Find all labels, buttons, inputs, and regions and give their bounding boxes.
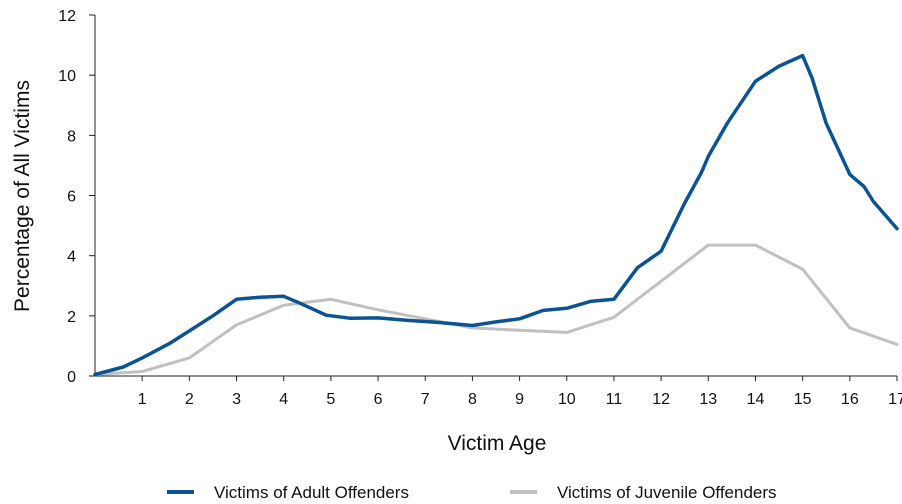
x-tick-label: 5 <box>326 391 335 408</box>
y-axis-label: Percentage of All Victims <box>11 80 34 312</box>
y-tick-label: 10 <box>58 68 76 85</box>
x-tick-label: 8 <box>468 391 477 408</box>
x-tick-label: 17 <box>888 391 902 408</box>
axes <box>89 14 898 381</box>
legend-label-adult: Victims of Adult Offenders <box>214 483 409 502</box>
y-tick-label: 2 <box>67 309 76 326</box>
x-tick-label: 11 <box>606 391 623 408</box>
x-tick-label: 6 <box>374 391 383 408</box>
y-tick-label: 0 <box>67 369 76 386</box>
x-tick-label: 13 <box>699 391 717 408</box>
legend-label-juvenile: Victims of Juvenile Offenders <box>557 483 777 502</box>
series-lines <box>93 53 899 377</box>
x-tick-label: 3 <box>232 391 241 408</box>
x-tick-label: 12 <box>652 391 670 408</box>
series-line-juvenile <box>93 243 899 376</box>
x-tick-label: 14 <box>747 391 765 408</box>
x-tick-label: 1 <box>138 391 147 408</box>
x-tick-label: 16 <box>841 391 859 408</box>
x-tick-label: 9 <box>515 391 524 408</box>
x-tick-labels: 1 2 3 4 5 6 7 8 9 10 11 12 13 14 15 16 17 <box>138 391 902 408</box>
y-tick-labels: 0 2 4 6 8 10 12 <box>58 8 76 386</box>
x-tick-label: 15 <box>794 391 812 408</box>
legend: Victims of Adult Offenders Victims of Ju… <box>167 483 777 502</box>
x-tick-label: 4 <box>279 391 288 408</box>
x-tick-label: 10 <box>558 391 576 408</box>
x-tick-label: 7 <box>421 391 430 408</box>
y-tick-label: 8 <box>67 128 76 145</box>
x-axis-label: Victim Age <box>448 432 547 455</box>
x-tick-label: 2 <box>185 391 194 408</box>
y-tick-label: 4 <box>67 249 76 266</box>
y-tick-label: 12 <box>58 8 76 25</box>
y-tick-label: 6 <box>67 189 76 206</box>
series-line-adult <box>93 53 899 377</box>
